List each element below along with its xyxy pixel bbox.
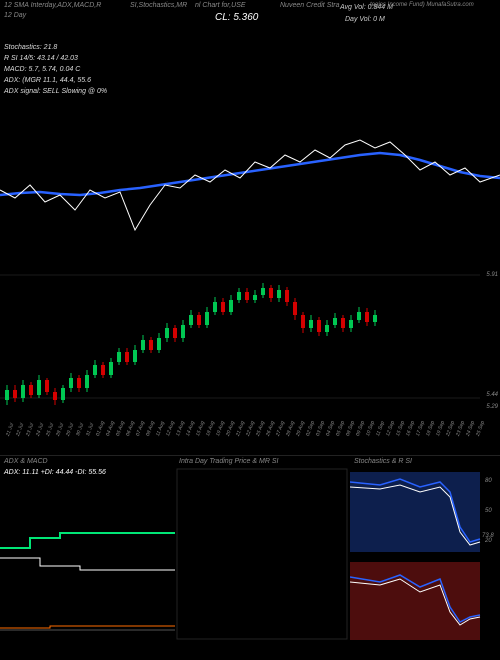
- intraday-panel[interactable]: Intra Day Trading Price & MR SI: [175, 455, 350, 660]
- indicator-info: Stochastics: 21.8 R SI 14/5: 43.14 / 42.…: [4, 42, 107, 97]
- svg-text:50: 50: [485, 508, 492, 514]
- date-tick: 28 Jul: [55, 422, 65, 437]
- header-right-2: tegies Income Fund) MunafaSutra.com: [370, 2, 474, 8]
- panel1-svg: [0, 478, 175, 638]
- candle-y-bot2: 5.29: [486, 404, 498, 410]
- candle-y-bot1: 5.44: [486, 392, 498, 398]
- main-chart-svg: [0, 120, 500, 240]
- date-tick: 23 Jul: [25, 422, 35, 437]
- date-tick: 25 Jul: [45, 422, 55, 437]
- candle-chart-svg: [0, 270, 500, 420]
- panel1-title: ADX & MACD: [0, 456, 175, 467]
- panel2-svg: [175, 467, 350, 642]
- adx-signal-label: ADX signal: SELL Slowing @ 0%: [4, 86, 107, 97]
- chart-container: 12 SMA Interday,ADX,MACD,R 12 Day SI,Sto…: [0, 0, 500, 660]
- stochastics-label: Stochastics: 21.8: [4, 42, 107, 53]
- candle-y-top: 5.91: [486, 272, 498, 278]
- panel1-sub: ADX: 11.11 +DI: 44.44 -DI: 55.56: [0, 467, 175, 478]
- date-axis: 21 Jul22 Jul23 Jul24 Jul25 Jul28 Jul29 J…: [0, 420, 500, 450]
- rsi-label: R SI 14/5: 43.14 / 42.03: [4, 53, 107, 64]
- day-vol-label: Day Vol: 0 M: [345, 16, 385, 23]
- panel2-title: Intra Day Trading Price & MR SI: [175, 456, 350, 467]
- header-right-1: Nuveen Credit Stra: [280, 2, 340, 9]
- candlestick-chart[interactable]: 5.91 5.44 5.29: [0, 270, 500, 420]
- header-mid-1: SI,Stochastics,MR: [130, 2, 187, 9]
- header-left-2: 12 Day: [4, 12, 26, 19]
- ticker-label: CL: 5.360: [215, 12, 258, 23]
- date-tick: 29 Jul: [65, 422, 75, 437]
- date-tick: 31 Jul: [85, 422, 95, 437]
- date-tick: 30 Jul: [75, 422, 85, 437]
- main-price-chart[interactable]: [0, 120, 500, 240]
- header: 12 SMA Interday,ADX,MACD,R 12 Day SI,Sto…: [0, 2, 500, 32]
- bottom-panels: ADX & MACD ADX: 11.11 +DI: 44.44 -DI: 55…: [0, 455, 500, 660]
- date-tick: 25 Sep: [475, 420, 486, 437]
- adx-label: ADX: (MGR 11.1, 44.4, 55.6: [4, 75, 107, 86]
- macd-label: MACD: 5.7, 5.74, 0.04 C: [4, 64, 107, 75]
- header-left-1: 12 SMA Interday,ADX,MACD,R: [4, 2, 101, 9]
- date-tick: 21 Jul: [5, 422, 15, 437]
- date-tick: 24 Jul: [35, 422, 45, 437]
- svg-text:80: 80: [485, 478, 492, 484]
- header-mid-2: nl Chart for,USE: [195, 2, 246, 9]
- date-tick: 22 Jul: [15, 422, 25, 437]
- stochastics-panel[interactable]: Stochastics & R SI 80502073.8: [350, 455, 500, 660]
- panel3-title: Stochastics & R SI: [350, 456, 500, 467]
- svg-text:73.8: 73.8: [482, 533, 494, 539]
- adx-macd-panel[interactable]: ADX & MACD ADX: 11.11 +DI: 44.44 -DI: 55…: [0, 455, 175, 660]
- panel3-svg: 80502073.8: [350, 467, 500, 642]
